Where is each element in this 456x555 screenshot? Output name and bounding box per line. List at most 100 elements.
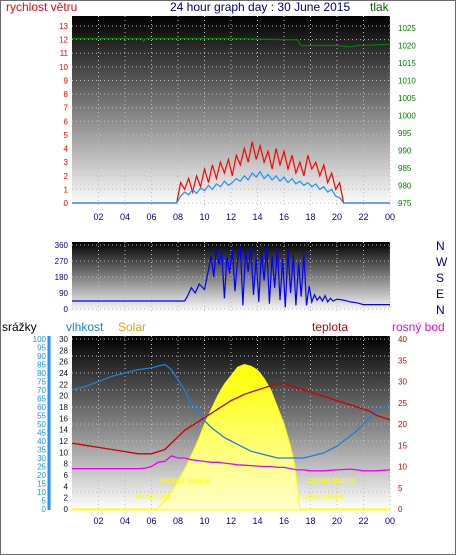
temp-panel-x-tick: 10 [199, 516, 209, 526]
pressure-y-tick: 995 [398, 129, 412, 138]
direction-y-tick: 360 [55, 241, 69, 250]
temp-panel-x-tick: 06 [146, 516, 156, 526]
rain-y-tick: 100 [33, 335, 47, 344]
pressure-y-tick: 1000 [398, 112, 416, 121]
temperature-y-tick: 30 [398, 378, 407, 387]
wind-panel-x-tick: 08 [173, 212, 183, 222]
chart-annotation: Moon Rise [305, 492, 344, 501]
humidity-y-tick: 4 [64, 482, 69, 491]
direction-y-tick: 0 [64, 305, 69, 314]
wind-y-tick: 8 [64, 90, 69, 99]
pressure-y-tick: 990 [398, 147, 412, 156]
humidity-y-tick: 6 [64, 471, 69, 480]
wind-y-tick: 13 [59, 22, 68, 31]
wind-y-tick: 11 [60, 49, 69, 58]
direction-y-tick: 180 [55, 273, 69, 282]
humidity-y-tick: 20 [59, 392, 68, 401]
direction-y-tick: 90 [59, 289, 68, 298]
temperature-y-tick: 25 [398, 399, 407, 408]
rain-y-tick: 25 [37, 463, 46, 472]
rain-y-tick: 50 [37, 420, 46, 429]
rain-y-tick: 40 [37, 437, 46, 446]
humidity-y-tick: 30 [59, 335, 68, 344]
rain-y-tick: 10 [37, 488, 46, 497]
pressure-y-tick: 975 [398, 199, 412, 208]
chart-annotation: západ slunce [308, 476, 356, 485]
wind-panel-x-tick: 02 [93, 212, 103, 222]
direction-letter: N [436, 239, 445, 253]
pressure-y-tick: 1010 [398, 77, 416, 86]
humidity-line [71, 363, 391, 459]
rain-y-tick: 70 [37, 386, 46, 395]
humidity-y-tick: 12 [59, 437, 68, 446]
solar-area [71, 363, 391, 511]
data-series [71, 37, 391, 511]
pressure-y-tick: 980 [398, 182, 412, 191]
wind-panel-background [72, 16, 390, 206]
wind-panel-x-tick: 10 [199, 212, 209, 222]
temperature-y-tick: 15 [398, 441, 407, 450]
direction-letter: S [436, 271, 444, 285]
wind-y-tick: 1 [64, 185, 69, 194]
humidity-y-tick: 14 [59, 426, 68, 435]
pressure-y-tick: 1025 [398, 24, 416, 33]
humidity-label: vlhkost [66, 320, 104, 334]
wind-avg-line [72, 170, 390, 204]
wind-y-tick: 10 [59, 63, 68, 72]
rain-y-tick: 75 [37, 378, 46, 387]
temp-panel-x-tick: 04 [120, 516, 130, 526]
rain-y-tick: 80 [37, 369, 46, 378]
rain-y-tick: 55 [37, 412, 46, 421]
temperature-y-tick: 0 [398, 505, 403, 514]
wind-panel-x-tick: 12 [226, 212, 236, 222]
wind-y-tick: 3 [64, 158, 69, 167]
rain-y-tick: 45 [37, 429, 46, 438]
humidity-y-tick: 8 [64, 460, 69, 469]
wind-panel-x-tick: 16 [279, 212, 289, 222]
wind-max-line [72, 141, 390, 204]
rain-y-tick: 0 [42, 505, 47, 514]
temperature-y-tick: 35 [398, 356, 407, 365]
temp-panel-x-tick: 02 [93, 516, 103, 526]
temp-panel-x-tick: 00 [385, 516, 395, 526]
wind-panel-x-tick: 06 [146, 212, 156, 222]
humidity-y-tick: 18 [59, 403, 68, 412]
pressure-y-tick: 1015 [398, 59, 416, 68]
dewpoint-line [72, 455, 391, 472]
humidity-y-tick: 24 [59, 369, 68, 378]
wind-y-tick: 7 [64, 104, 69, 113]
temp-panel-x-tick: 14 [252, 516, 262, 526]
rain-y-tick: 35 [37, 446, 46, 455]
page-title: 24 hour graph day : 30 June 2015 [170, 0, 351, 14]
temperature-line [71, 382, 391, 455]
wind-speed-label: rychlost větru [6, 0, 78, 14]
wind-y-tick: 4 [64, 145, 69, 154]
temperature-label: teplota [312, 320, 349, 334]
temp-panel-x-tick: 20 [332, 516, 342, 526]
temperature-y-tick: 5 [398, 484, 403, 493]
pressure-y-tick: 985 [398, 164, 412, 173]
humidity-y-tick: 10 [59, 448, 68, 457]
humidity-y-tick: 2 [64, 494, 69, 503]
grid-lines [72, 16, 391, 510]
wind-panel-x-tick: 18 [305, 212, 315, 222]
wind-y-tick: 5 [64, 131, 69, 140]
humidity-y-tick: 16 [59, 414, 68, 423]
annotations: východ slunce západ slunce Moon Set Moon Ri… [136, 476, 356, 501]
temp-panel-x-tick: 18 [305, 516, 315, 526]
direction-letter: E [436, 287, 444, 301]
humidity-y-tick: 28 [59, 346, 68, 355]
temperature-y-tick: 40 [398, 335, 407, 344]
wind-direction-line [72, 246, 390, 308]
chart-annotation: východ slunce [159, 476, 210, 485]
wind-y-tick: 2 [64, 172, 69, 181]
temp-panel-x-tick: 08 [173, 516, 183, 526]
temperature-y-tick: 20 [398, 420, 407, 429]
rain-y-tick: 60 [37, 403, 46, 412]
rain-y-tick: 5 [42, 497, 47, 506]
chart-annotation: Moon Set [136, 492, 171, 501]
temp-panel-x-tick: 12 [226, 516, 236, 526]
wind-panel-x-tick: 20 [332, 212, 342, 222]
direction-y-tick: 270 [55, 257, 69, 266]
